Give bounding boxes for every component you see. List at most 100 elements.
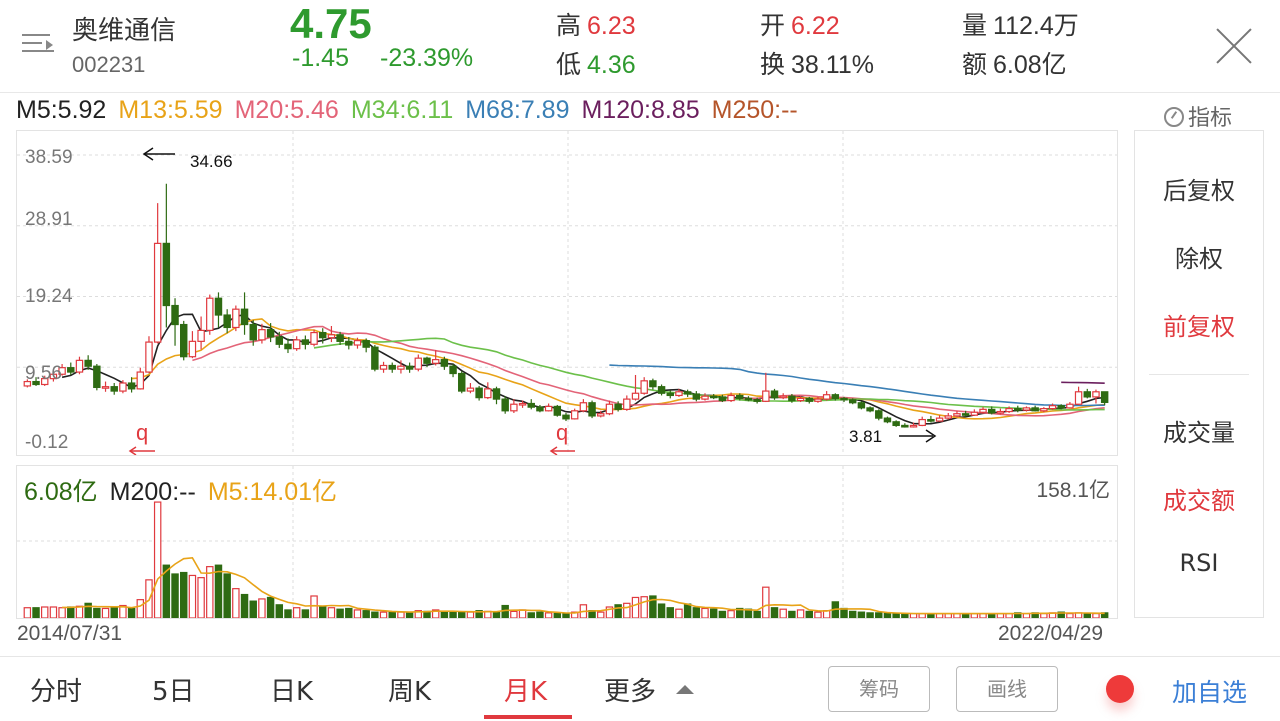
volume-chart[interactable] xyxy=(16,465,1118,619)
record-dot-icon[interactable] xyxy=(1106,675,1134,703)
volume-bar xyxy=(127,607,136,618)
volume-bar xyxy=(709,608,718,618)
volume-option[interactable]: 成交量 xyxy=(1163,419,1235,447)
candle-body xyxy=(319,331,327,339)
volume-bar xyxy=(49,606,58,618)
volume-bar xyxy=(249,600,257,618)
volume-bar xyxy=(649,595,657,618)
candle-body xyxy=(987,408,996,414)
high-label: 高 xyxy=(556,11,582,40)
low-value: 4.36 xyxy=(587,51,636,79)
candle-body xyxy=(927,418,935,422)
volume-bar xyxy=(492,611,501,618)
ma68-label: M68:7.89 xyxy=(465,96,570,124)
volume-bar xyxy=(136,599,145,618)
candle-body xyxy=(597,413,605,417)
volume-bar xyxy=(657,603,666,618)
rsi-option[interactable]: RSI xyxy=(1179,549,1219,577)
candle-body xyxy=(388,364,396,370)
candle-body xyxy=(675,391,683,397)
candle-body xyxy=(623,398,631,410)
menu-icon[interactable] xyxy=(22,28,56,58)
volume-bar xyxy=(301,609,310,618)
ma34-label: M34:6.11 xyxy=(350,96,454,124)
draw-line-button[interactable]: 画线 xyxy=(956,666,1058,712)
chips-button[interactable]: 筹码 xyxy=(828,666,930,712)
volume-bar xyxy=(345,607,353,618)
volume-bar xyxy=(1040,612,1048,618)
candle-body xyxy=(970,411,979,416)
max-value-label: 34.66 xyxy=(190,152,233,171)
tab-daily-k[interactable]: 日K xyxy=(270,677,314,707)
tab-more[interactable]: 更多 xyxy=(604,671,695,708)
candle-body xyxy=(1092,391,1100,398)
y-tick-label: 28.91 xyxy=(25,209,73,230)
forward-adjust-option[interactable]: 前复权 xyxy=(1163,313,1235,341)
volume-bar xyxy=(475,610,483,618)
active-tab-indicator xyxy=(484,715,572,719)
amount-label: 额 xyxy=(962,50,988,79)
candle-body xyxy=(206,297,214,331)
candle-body xyxy=(701,395,709,400)
high-value: 6.23 xyxy=(587,12,636,40)
volume-bar xyxy=(770,607,779,618)
tab-intraday[interactable]: 分时 xyxy=(30,677,83,707)
candle-body xyxy=(996,410,1005,414)
close-icon[interactable] xyxy=(1214,26,1254,66)
candle-body xyxy=(544,405,553,412)
open-label: 开 xyxy=(760,11,786,40)
candle-body xyxy=(162,242,171,307)
volume-bar xyxy=(414,610,423,618)
volume-bar xyxy=(362,610,370,618)
open-value: 6.22 xyxy=(791,12,840,40)
volume-bar xyxy=(527,612,535,618)
candle-body xyxy=(588,402,596,417)
tab-5day[interactable]: 5日 xyxy=(152,677,195,707)
candlestick-chart[interactable]: 38.59 28.91 19.24 9.56 -0.12 34.66 3.81 … xyxy=(16,130,1118,456)
candle-body xyxy=(918,418,926,427)
candle-body xyxy=(1005,408,1013,413)
candle-body xyxy=(275,336,284,345)
volume-bar xyxy=(310,595,318,618)
volume-bar xyxy=(258,598,266,618)
ex-rights-option[interactable]: 除权 xyxy=(1175,245,1223,273)
candle-body xyxy=(466,387,475,392)
q-marker: q xyxy=(549,420,575,455)
candle-body xyxy=(153,242,162,343)
volume-bar xyxy=(1092,612,1100,618)
back-adjust-option[interactable]: 后复权 xyxy=(1163,177,1235,205)
candle-body xyxy=(1048,405,1057,410)
candle-body xyxy=(240,308,249,326)
candle-body xyxy=(301,339,310,345)
amount-option[interactable]: 成交额 xyxy=(1163,487,1235,515)
volume-bar xyxy=(110,607,118,618)
volume-bar xyxy=(762,586,770,618)
indicator-button[interactable]: 指标 xyxy=(1164,100,1232,132)
candle-body xyxy=(953,413,961,417)
volume-bar xyxy=(119,604,127,618)
candle-body xyxy=(779,395,787,399)
candle-body xyxy=(848,399,857,404)
candle-body xyxy=(440,359,449,367)
ma13-label: M13:5.59 xyxy=(118,96,223,124)
ma-line xyxy=(609,364,1105,407)
candle-body xyxy=(649,380,657,388)
candle-body xyxy=(1066,403,1074,409)
ma-line xyxy=(192,325,1105,417)
candle-body xyxy=(657,386,666,394)
add-favorite-button[interactable]: 加自选 xyxy=(1172,678,1248,707)
candle-body xyxy=(266,329,275,338)
volume-bar xyxy=(405,611,414,618)
candle-body xyxy=(709,395,718,399)
adjust-panel: 后复权 除权 前复权 成交量 成交额 RSI xyxy=(1134,130,1264,618)
y-tick-label: 38.59 xyxy=(25,147,73,168)
tab-weekly-k[interactable]: 周K xyxy=(388,677,432,707)
candle-body xyxy=(458,372,466,392)
amount-current-label: 6.08亿 xyxy=(24,478,98,506)
volume-ma-line xyxy=(62,556,1105,615)
candle-body xyxy=(223,314,231,329)
tab-monthly-k[interactable]: 月K xyxy=(504,677,548,707)
candle-body xyxy=(58,367,66,375)
m5-volume-label: M5:14.01亿 xyxy=(207,478,338,506)
candle-body xyxy=(744,397,753,401)
